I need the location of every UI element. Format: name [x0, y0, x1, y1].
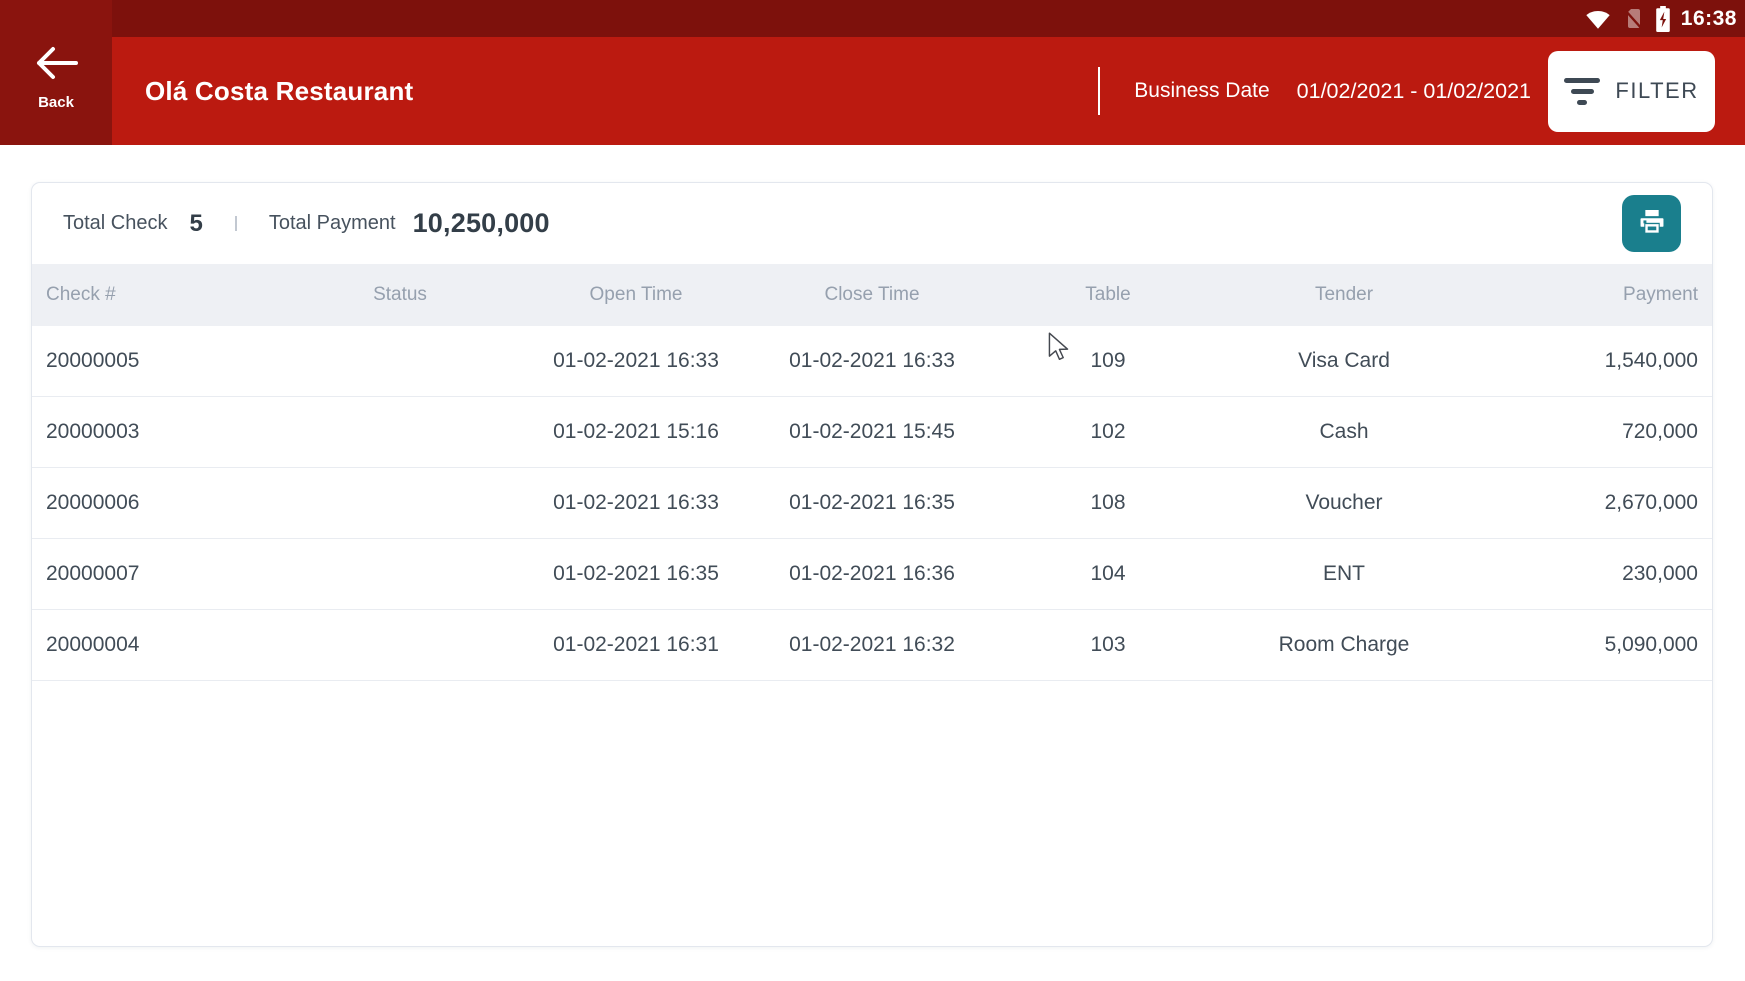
column-header-table: Table	[1085, 284, 1131, 305]
business-date-label: Business Date	[1134, 79, 1270, 102]
cell-check-number: 20000005	[46, 349, 140, 372]
table-row[interactable]: 20000007 01-02-2021 16:35 01-02-2021 16:…	[32, 539, 1712, 610]
back-button[interactable]: Back	[0, 0, 112, 145]
app-bar: Olá Costa Restaurant Business Date 01/02…	[0, 37, 1745, 145]
app-bar-right: Business Date 01/02/2021 - 01/02/2021 FI…	[1098, 50, 1715, 132]
total-check-label: Total Check	[63, 212, 168, 234]
cell-payment: 2,670,000	[1604, 491, 1698, 514]
cell-close-time: 01-02-2021 16:32	[789, 633, 955, 656]
cell-open-time: 01-02-2021 15:16	[553, 420, 719, 443]
column-header-close-time: Close Time	[824, 284, 920, 305]
cell-open-time: 01-02-2021 16:33	[553, 491, 719, 514]
cell-payment: 230,000	[1622, 562, 1698, 585]
column-header-open-time: Open Time	[589, 284, 683, 305]
filter-button[interactable]: FILTER	[1548, 50, 1715, 132]
column-header-status: Status	[373, 284, 427, 305]
wifi-icon	[1585, 8, 1611, 30]
table-row[interactable]: 20000003 01-02-2021 15:16 01-02-2021 15:…	[32, 397, 1712, 468]
column-header-check: Check #	[46, 284, 116, 305]
business-date-value[interactable]: 01/02/2021 - 01/02/2021	[1296, 78, 1531, 103]
column-header-payment: Payment	[1623, 284, 1698, 305]
print-button[interactable]	[1622, 195, 1681, 252]
cell-open-time: 01-02-2021 16:31	[553, 633, 719, 656]
cell-open-time: 01-02-2021 16:33	[553, 349, 719, 372]
battery-charging-icon	[1655, 5, 1671, 32]
cell-close-time: 01-02-2021 16:33	[789, 349, 955, 372]
cell-check-number: 20000003	[46, 420, 140, 443]
back-button-label: Back	[38, 93, 74, 111]
table-body: 20000005 01-02-2021 16:33 01-02-2021 16:…	[32, 326, 1712, 681]
table-row[interactable]: 20000006 01-02-2021 16:33 01-02-2021 16:…	[32, 468, 1712, 539]
back-arrow-icon	[31, 44, 81, 85]
filter-button-label: FILTER	[1615, 78, 1699, 103]
header-divider	[1098, 67, 1101, 115]
cell-payment: 1,540,000	[1604, 349, 1698, 372]
filter-icon	[1564, 77, 1601, 105]
table-row[interactable]: 20000005 01-02-2021 16:33 01-02-2021 16:…	[32, 326, 1712, 397]
cell-tender: Cash	[1319, 420, 1369, 443]
checks-card: Total Check 5 Total Payment 10,250,000 C…	[31, 182, 1713, 947]
cell-table: 102	[1090, 420, 1126, 443]
cell-close-time: 01-02-2021 16:36	[789, 562, 955, 585]
table-row[interactable]: 20000004 01-02-2021 16:31 01-02-2021 16:…	[32, 610, 1712, 681]
cell-tender: Voucher	[1305, 491, 1383, 514]
cell-payment: 720,000	[1622, 420, 1698, 443]
cell-table: 103	[1090, 633, 1126, 656]
printer-icon	[1636, 206, 1668, 241]
cell-open-time: 01-02-2021 16:35	[553, 562, 719, 585]
cell-check-number: 20000004	[46, 633, 140, 656]
cell-table: 108	[1090, 491, 1126, 514]
clock: 16:38	[1680, 6, 1737, 30]
cell-tender: Visa Card	[1298, 349, 1390, 372]
total-payment-label: Total Payment	[268, 212, 396, 234]
cell-check-number: 20000006	[46, 491, 140, 514]
cell-check-number: 20000007	[46, 562, 140, 585]
summary-bar: Total Check 5 Total Payment 10,250,000	[32, 183, 1712, 264]
cell-tender: Room Charge	[1278, 633, 1410, 656]
cell-close-time: 01-02-2021 15:45	[789, 420, 955, 443]
no-sim-icon	[1621, 7, 1645, 31]
page-title: Olá Costa Restaurant	[145, 75, 414, 106]
column-header-tender: Tender	[1314, 284, 1374, 305]
total-check-value: 5	[189, 209, 203, 237]
cell-payment: 5,090,000	[1604, 633, 1698, 656]
cell-table: 104	[1090, 562, 1126, 585]
cell-table: 109	[1090, 349, 1126, 372]
cell-close-time: 01-02-2021 16:35	[789, 491, 955, 514]
summary-divider	[234, 216, 237, 231]
cell-tender: ENT	[1323, 562, 1365, 585]
status-bar: 16:38	[0, 0, 1745, 37]
total-payment-value: 10,250,000	[412, 208, 550, 238]
table-header-row: Check # Status Open Time Close Time Tabl…	[32, 264, 1712, 326]
